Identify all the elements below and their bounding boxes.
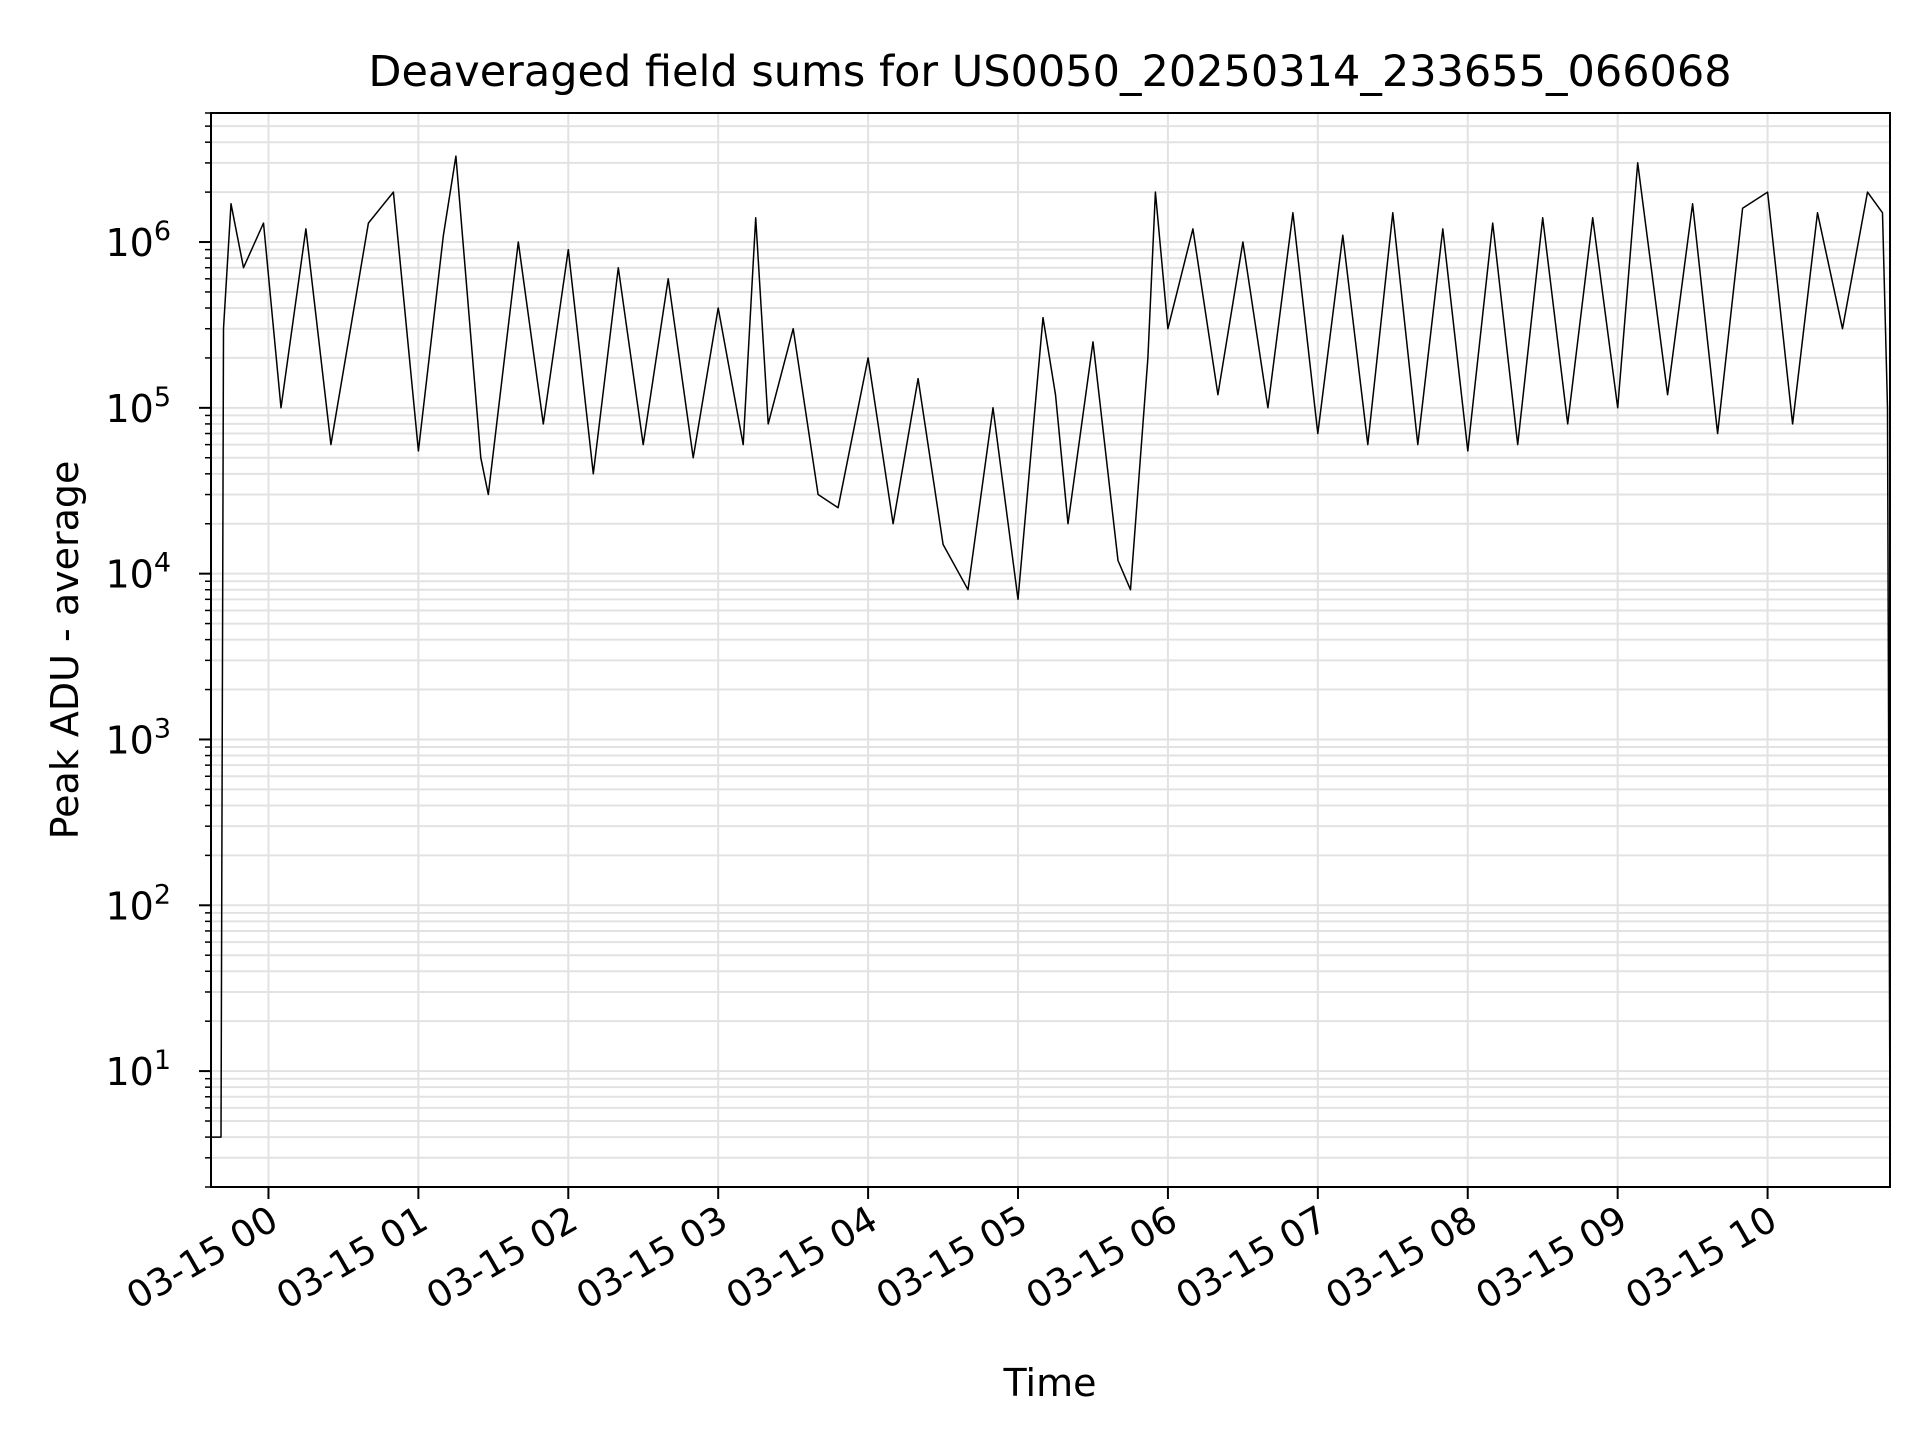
series-line [211,155,1890,1138]
series-layer [211,155,1890,1138]
y-tick-label: 102 [105,879,171,928]
y-axis-label: Peak ADU - average [43,461,87,840]
chart-title: Deaveraged field sums for US0050_2025031… [368,47,1731,97]
grid-layer [211,112,1890,1188]
y-tick-label: 106 [105,216,171,265]
y-tick-label: 105 [105,382,171,431]
y-tick-label: 103 [105,713,171,762]
plot-frame [210,112,1891,1188]
y-tick-label: 104 [105,548,171,597]
x-axis-label: Time [1003,1361,1097,1405]
y-tick-label: 101 [105,1045,171,1094]
